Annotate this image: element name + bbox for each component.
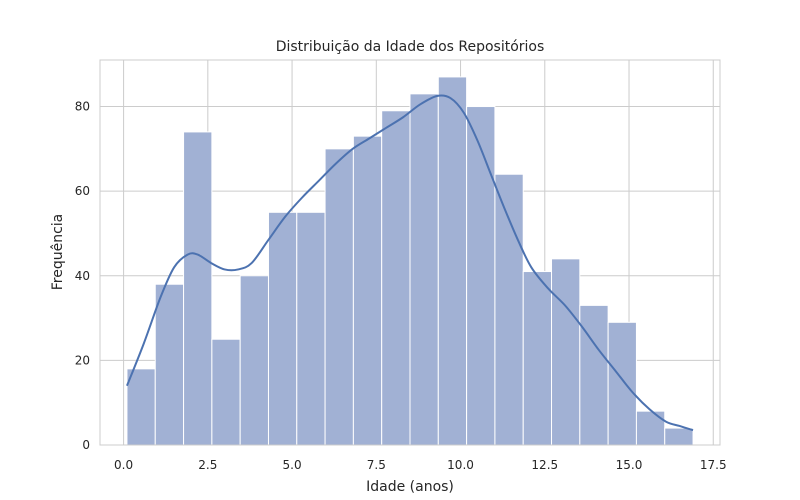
x-tick-label: 5.0 [283, 458, 302, 472]
histogram-bar [579, 304, 609, 446]
histogram-bar [607, 321, 637, 446]
y-tick-label: 40 [75, 269, 90, 283]
histogram-bar [126, 368, 156, 446]
y-axis-label: Frequência [50, 214, 66, 291]
histogram-bar [635, 410, 666, 446]
histogram-bar [296, 211, 326, 446]
histogram-bar [352, 135, 383, 446]
histogram-bar [239, 275, 269, 446]
y-tick-label: 60 [75, 184, 90, 198]
histogram-bar [183, 131, 213, 446]
histogram-bar [551, 258, 581, 446]
kde-curve [126, 94, 694, 432]
histogram-bar [409, 93, 439, 446]
chart-title: Distribuição da Idade dos Repositórios [276, 39, 545, 55]
histogram-bar [267, 211, 298, 446]
x-tick-label: 10.0 [447, 458, 474, 472]
histogram-bar [211, 338, 241, 446]
x-axis-label: Idade (anos) [366, 479, 454, 495]
histogram-bar [522, 271, 553, 446]
plot-frame [99, 59, 721, 446]
histogram-bar [466, 106, 496, 446]
x-tick-label: 12.5 [531, 458, 558, 472]
x-tick-label: 0.0 [114, 458, 133, 472]
y-tick-label: 0 [82, 438, 90, 452]
histogram-bars [126, 76, 694, 446]
histogram-bar [154, 283, 185, 446]
histogram-bar [494, 173, 524, 446]
histogram-bar [381, 110, 411, 446]
histogram-bar [437, 76, 468, 446]
y-axis-ticks: 0 20 40 60 80 [75, 100, 90, 452]
x-tick-label: 7.5 [367, 458, 386, 472]
x-tick-label: 17.5 [700, 458, 727, 472]
histogram-bar [324, 148, 354, 446]
x-tick-label: 2.5 [198, 458, 217, 472]
x-tick-label: 15.0 [616, 458, 643, 472]
y-tick-label: 80 [75, 100, 90, 114]
y-tick-label: 20 [75, 353, 90, 367]
x-axis-ticks: 0.0 2.5 5.0 7.5 10.0 12.5 15.0 17.5 [114, 458, 727, 472]
histogram-bar [664, 427, 694, 446]
